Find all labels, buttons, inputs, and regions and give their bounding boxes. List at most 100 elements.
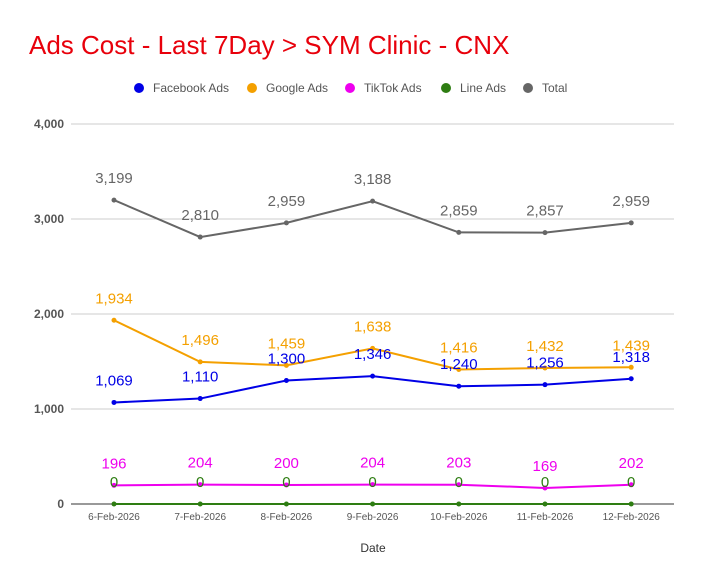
legend-item: Line Ads xyxy=(441,81,506,95)
data-label: 1,318 xyxy=(612,349,650,366)
data-label: 0 xyxy=(541,474,549,491)
data-point xyxy=(283,378,289,383)
data-point xyxy=(111,317,117,323)
data-point xyxy=(456,366,462,372)
x-tick-label: 7-Feb-2026 xyxy=(174,512,226,523)
series-facebook-ads xyxy=(111,373,634,405)
data-point xyxy=(111,482,117,488)
data-label: 0 xyxy=(368,474,376,491)
data-point xyxy=(542,230,548,236)
x-tick-label: 8-Feb-2026 xyxy=(261,512,313,523)
data-point xyxy=(628,482,634,488)
data-point xyxy=(628,220,634,226)
x-tick-label: 12-Feb-2026 xyxy=(603,512,661,523)
legend-label: Line Ads xyxy=(460,81,506,95)
series-total xyxy=(111,197,634,240)
data-point xyxy=(456,383,462,389)
data-label: 2,857 xyxy=(526,203,564,220)
data-label: 202 xyxy=(619,455,644,472)
data-point xyxy=(283,362,289,368)
data-label: 1,638 xyxy=(354,318,392,335)
x-axis-label: Date xyxy=(360,541,386,555)
data-point xyxy=(456,229,462,235)
y-axis-ticks: 0 1,000 2,000 3,000 4,000 xyxy=(34,117,64,511)
data-label: 1,256 xyxy=(526,355,564,372)
legend-label: Facebook Ads xyxy=(153,81,229,95)
data-point xyxy=(370,501,376,507)
data-label: 0 xyxy=(455,474,463,491)
data-point xyxy=(370,345,376,351)
legend-item: TikTok Ads xyxy=(345,81,422,95)
x-tick-label: 6-Feb-2026 xyxy=(88,512,140,523)
data-point xyxy=(283,220,289,226)
data-point xyxy=(628,364,634,370)
data-label: 0 xyxy=(282,474,290,491)
legend-label: Total xyxy=(542,81,567,95)
data-label: 3,188 xyxy=(354,171,392,188)
data-label: 196 xyxy=(101,455,126,472)
legend-marker xyxy=(134,83,144,93)
data-label: 204 xyxy=(188,455,213,472)
chart-title: Ads Cost - Last 7Day > SYM Clinic - CNX xyxy=(29,30,510,60)
data-label: 1,459 xyxy=(268,335,306,352)
data-label: 3,199 xyxy=(95,170,133,187)
y-tick-label: 3,000 xyxy=(34,212,64,226)
series-group xyxy=(111,197,634,507)
data-label: 1,496 xyxy=(181,332,219,349)
data-point xyxy=(542,485,548,491)
data-label: 1,439 xyxy=(612,337,650,354)
data-label: 2,810 xyxy=(181,207,219,224)
data-point xyxy=(542,365,548,371)
series-tiktok-ads xyxy=(111,482,634,491)
data-point xyxy=(370,198,376,204)
data-point xyxy=(197,359,203,365)
data-point xyxy=(283,482,289,488)
data-label: 0 xyxy=(110,474,118,491)
data-label: 2,859 xyxy=(440,202,478,219)
data-label: 1,110 xyxy=(182,369,218,386)
data-label: 1,069 xyxy=(95,372,133,389)
x-tick-label: 11-Feb-2026 xyxy=(517,512,574,523)
legend-marker xyxy=(441,83,451,93)
legend-item: Total xyxy=(523,81,567,95)
data-point xyxy=(456,501,462,507)
legend-marker xyxy=(523,83,533,93)
legend-marker xyxy=(247,83,257,93)
series-google-ads xyxy=(111,317,634,372)
data-point xyxy=(197,482,203,488)
x-axis-ticks: 6-Feb-2026 7-Feb-2026 8-Feb-2026 9-Feb-2026… xyxy=(88,512,660,523)
data-label: 0 xyxy=(627,474,635,491)
legend-marker xyxy=(345,83,355,93)
data-label: 1,300 xyxy=(268,351,306,368)
data-label: 0 xyxy=(196,474,204,491)
data-point xyxy=(197,234,203,240)
data-point xyxy=(542,501,548,507)
data-point xyxy=(370,482,376,488)
data-point xyxy=(542,382,548,388)
y-tick-label: 4,000 xyxy=(34,117,64,131)
data-point xyxy=(197,501,203,507)
data-point xyxy=(111,197,117,203)
data-label: 2,959 xyxy=(268,193,306,210)
data-point xyxy=(628,501,634,507)
legend-label: Google Ads xyxy=(266,81,328,95)
data-point xyxy=(456,482,462,488)
y-tick-label: 1,000 xyxy=(34,402,64,416)
series-line-ads xyxy=(111,501,634,507)
data-point xyxy=(628,376,634,382)
data-label: 203 xyxy=(446,455,471,472)
data-point xyxy=(283,501,289,507)
data-label: 204 xyxy=(360,455,385,472)
data-label: 1,416 xyxy=(440,339,478,356)
data-point xyxy=(197,396,203,402)
data-labels: 1,069 1,110 1,300 1,346 1,240 1,256 1,318 1,934… xyxy=(95,170,650,491)
y-tick-label: 0 xyxy=(57,497,64,511)
x-tick-label: 9-Feb-2026 xyxy=(347,512,399,523)
legend-label: TikTok Ads xyxy=(364,81,422,95)
legend-item: Facebook Ads xyxy=(134,81,229,95)
legend: Facebook Ads Google Ads TikTok Ads Line Ads… xyxy=(134,81,567,95)
data-label: 1,346 xyxy=(354,346,392,363)
data-label: 1,432 xyxy=(526,338,564,355)
data-label: 200 xyxy=(274,455,299,472)
